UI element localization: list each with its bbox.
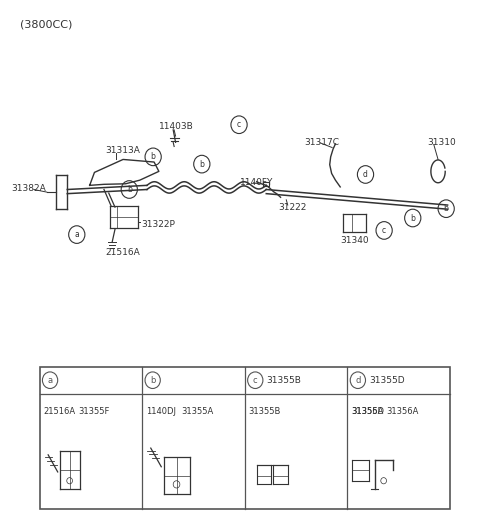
Text: 31322P: 31322P (141, 220, 175, 229)
Text: 11403B: 11403B (159, 122, 193, 131)
Text: b: b (151, 152, 156, 162)
Text: a: a (74, 230, 79, 239)
Text: b: b (150, 376, 156, 384)
Text: (3800CC): (3800CC) (21, 19, 73, 30)
Text: d: d (363, 170, 368, 179)
Text: 31355D: 31355D (351, 407, 384, 416)
Text: 31356A: 31356A (386, 407, 419, 416)
Text: 31313A: 31313A (106, 146, 140, 155)
Text: 31355B: 31355B (249, 407, 281, 416)
Text: c: c (253, 376, 258, 384)
Text: 1140DJ: 1140DJ (146, 407, 176, 416)
Text: d: d (355, 376, 360, 384)
Text: c: c (382, 226, 386, 235)
Text: 31355A: 31355A (181, 407, 214, 416)
Text: b: b (410, 214, 415, 222)
Text: 31355F: 31355F (79, 407, 110, 416)
Text: 31317C: 31317C (304, 139, 339, 147)
Text: b: b (127, 185, 132, 194)
Text: 31355D: 31355D (369, 376, 405, 384)
Text: 21516A: 21516A (106, 247, 140, 257)
Text: 31355B: 31355B (267, 376, 301, 384)
Text: 31382A: 31382A (11, 184, 46, 193)
Text: 31356A: 31356A (351, 407, 384, 416)
Text: c: c (237, 120, 241, 129)
Text: 31310: 31310 (428, 138, 456, 147)
Text: 21516A: 21516A (43, 407, 75, 416)
Text: 31340: 31340 (340, 236, 369, 245)
Text: 31222: 31222 (278, 203, 307, 212)
Text: b: b (444, 204, 449, 213)
Text: b: b (199, 159, 204, 169)
Text: 1140FY: 1140FY (240, 178, 274, 187)
Text: a: a (48, 376, 53, 384)
